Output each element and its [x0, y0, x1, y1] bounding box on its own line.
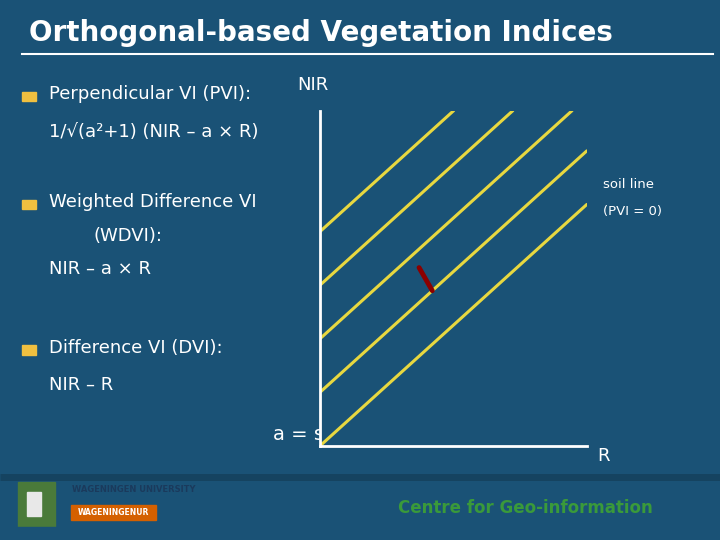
Bar	[27, 491, 41, 516]
Text: Perpendicular VI (PVI):: Perpendicular VI (PVI):	[49, 85, 251, 103]
Bar	[18, 482, 55, 531]
Text: a = slope soil line: a = slope soil line	[273, 425, 447, 444]
Text: NIR – a × R: NIR – a × R	[49, 260, 151, 278]
Bar	[22, 200, 36, 209]
Text: Centre for Geo-information: Centre for Geo-information	[398, 499, 653, 517]
Text: (PVI = 0): (PVI = 0)	[603, 205, 662, 218]
Text: NIR: NIR	[297, 76, 328, 94]
Text: WAGENINGEN UNIVERSITY: WAGENINGEN UNIVERSITY	[72, 485, 196, 494]
Text: R: R	[598, 447, 610, 464]
Bar	[22, 92, 36, 101]
Text: 1/√(a²+1) (NIR – a × R): 1/√(a²+1) (NIR – a × R)	[49, 123, 258, 140]
Text: Difference VI (DVI):: Difference VI (DVI):	[49, 339, 222, 356]
Text: Weighted Difference VI: Weighted Difference VI	[49, 193, 256, 211]
Text: soil line: soil line	[603, 178, 654, 191]
Text: (WDVI):: (WDVI):	[94, 227, 163, 245]
Bar	[22, 345, 36, 355]
Text: Orthogonal-based Vegetation Indices: Orthogonal-based Vegetation Indices	[29, 19, 613, 47]
Bar	[71, 505, 156, 521]
Text: WAGENINGENUR: WAGENINGENUR	[77, 508, 149, 517]
Text: NIR – R: NIR – R	[49, 376, 113, 394]
Bar	[14, 528, 59, 538]
